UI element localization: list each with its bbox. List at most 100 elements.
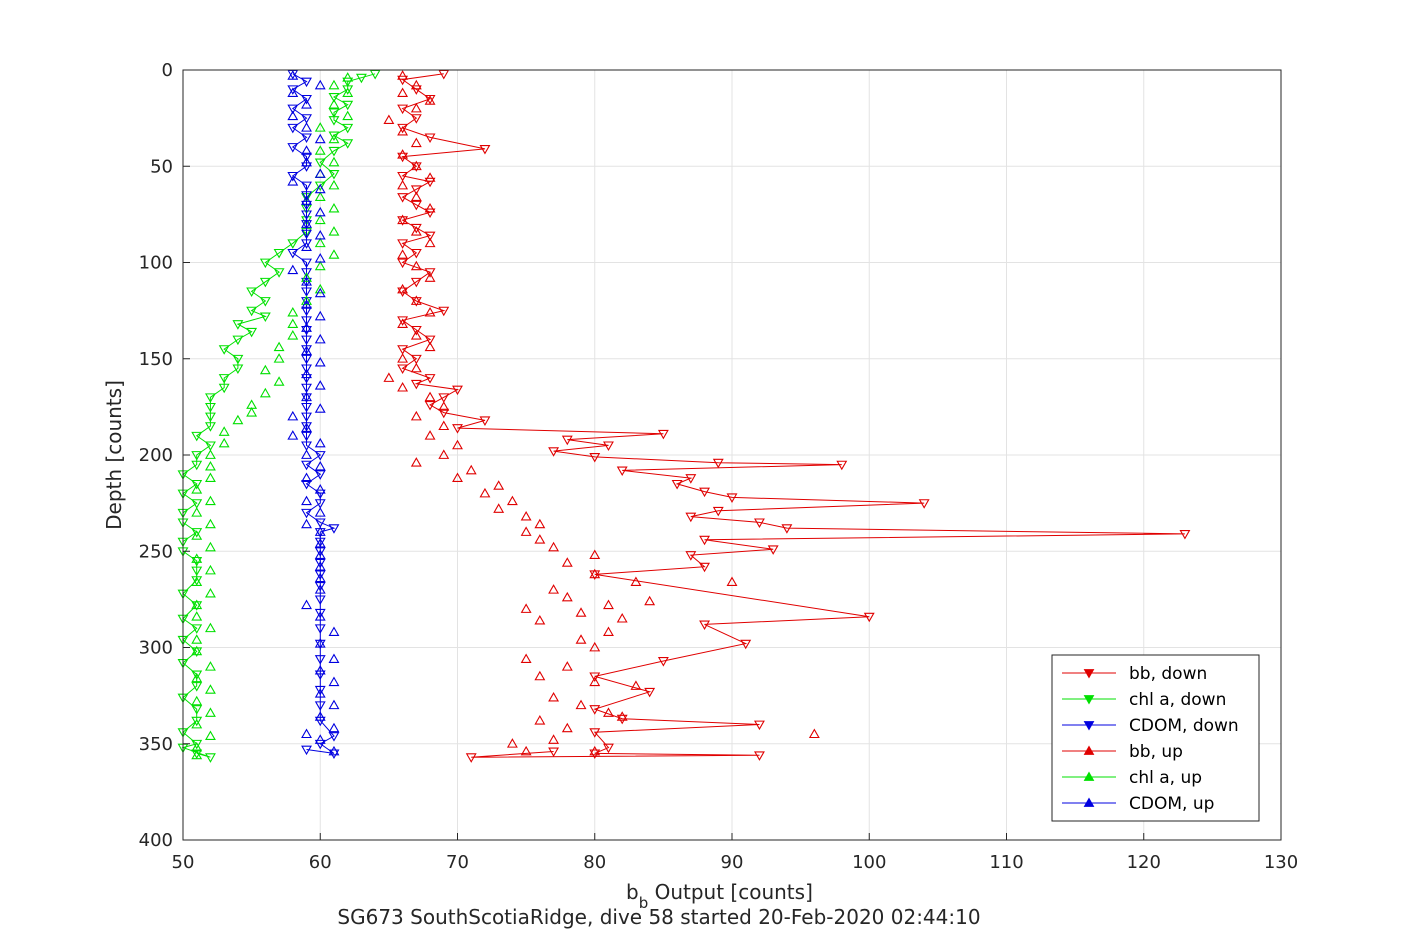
series-0-point-54 <box>918 499 930 509</box>
series-2-point-13 <box>301 191 312 201</box>
series-0-point-18 <box>410 223 422 234</box>
y-tick-label-3: 150 <box>139 349 173 370</box>
series-2-point-45 <box>314 499 326 509</box>
series-4-point-40 <box>205 518 216 529</box>
series-0-point-15 <box>410 200 422 211</box>
series-2-point-54 <box>314 581 326 592</box>
series-1-point-36 <box>205 393 216 403</box>
series-4-point-58 <box>205 730 216 740</box>
series-4-point-50 <box>191 634 203 644</box>
series-1-point-32 <box>232 354 244 365</box>
legend-marker-1 <box>1083 695 1095 705</box>
series-3 <box>383 70 820 756</box>
series-0-point-45 <box>548 447 560 457</box>
series-5-point-0 <box>287 70 299 80</box>
series-0-point-57 <box>754 518 765 528</box>
series-1-point-28 <box>232 320 244 330</box>
series-2-point-47 <box>314 518 326 528</box>
series-2-point-65 <box>314 739 326 750</box>
series-2-point-20 <box>301 258 312 269</box>
series-3-point-58 <box>520 603 532 613</box>
series-5-point-48 <box>301 599 312 610</box>
series-5-point-42 <box>314 526 326 536</box>
series-3-point-80 <box>616 711 628 721</box>
series-5-point-12 <box>301 195 312 205</box>
series-5-point-17 <box>314 253 326 263</box>
series-3-point-69 <box>630 680 642 690</box>
series-1-point-9 <box>328 131 340 142</box>
series-5-point-36 <box>314 460 326 471</box>
series-2-point-53 <box>314 570 326 580</box>
series-2-point-41 <box>301 460 312 471</box>
series-1-point-61 <box>191 647 203 657</box>
series-3-point-39 <box>452 472 463 483</box>
series-0-point-70 <box>644 687 656 698</box>
series-0-point-2 <box>410 85 422 95</box>
series-5-point-23 <box>301 322 312 332</box>
series-5-point-41 <box>301 518 312 529</box>
series-1-point-43 <box>191 460 203 471</box>
legend-marker-5 <box>1083 797 1095 807</box>
series-4-point-54 <box>205 684 216 694</box>
series-5-point-53 <box>314 664 326 675</box>
x-axis-title-rest: Output [counts] <box>648 880 813 904</box>
series-4-point-5 <box>314 122 326 132</box>
series-1-point-13 <box>328 170 340 180</box>
series-2-point-49 <box>314 528 326 538</box>
series-1-point-50 <box>191 528 203 538</box>
series-2-point-42 <box>314 470 326 480</box>
series-2-point-40 <box>314 451 326 461</box>
series-0-point-60 <box>699 535 710 546</box>
series-3-point-50 <box>561 557 573 567</box>
series-4-point-48 <box>191 611 203 621</box>
series-2-point-32 <box>301 374 312 384</box>
series-1-point-10 <box>342 139 354 149</box>
x-tick-label-0: 50 <box>172 852 195 873</box>
series-0-point-33 <box>397 364 409 374</box>
series-3-point-52 <box>630 576 642 586</box>
series-2-point-9 <box>301 152 312 163</box>
legend: bb, down chl a, down CDOM, down bb, up chl a… <box>1051 654 1260 822</box>
series-4-point-14 <box>328 226 340 236</box>
series-4-point-12 <box>328 202 340 213</box>
series-1-point-67 <box>191 716 203 727</box>
x-tick-label-3: 80 <box>583 852 606 873</box>
series-4-point-24 <box>273 341 285 352</box>
series-5-point-59 <box>314 734 326 744</box>
x-tick-label-2: 70 <box>446 852 469 873</box>
series-1-point-33 <box>232 364 244 374</box>
series-2 <box>287 69 340 759</box>
x-axis-title: bb Output [counts] <box>626 880 813 912</box>
series-2-point-15 <box>301 210 312 220</box>
series-4-point-32 <box>218 426 230 436</box>
series-2-point-12 <box>301 181 312 192</box>
y-tick-label-1: 50 <box>150 156 173 177</box>
series-1-point-30 <box>232 335 244 346</box>
series-4-point-60 <box>191 749 203 760</box>
legend-marker-2 <box>1083 721 1095 731</box>
series-3-point-38 <box>465 464 477 475</box>
x-axis-title-main: b <box>626 880 639 904</box>
series-3-point-79 <box>808 728 820 739</box>
series-2-point-36 <box>301 412 312 423</box>
series-0-point-53 <box>726 493 738 503</box>
series-2-point-48 <box>328 524 340 534</box>
series-3-point-11 <box>397 179 409 190</box>
series-5-point-33 <box>287 430 299 440</box>
series-3-point-8 <box>397 149 409 159</box>
series-4-point-31 <box>232 414 244 425</box>
series-0-point-41 <box>452 424 463 434</box>
series-5-point-2 <box>287 87 299 98</box>
y-tick-label-5: 250 <box>139 541 173 562</box>
series-3-point-24 <box>410 330 422 340</box>
series-3-point-26 <box>397 353 409 363</box>
series-2-point-11 <box>287 171 299 182</box>
series-0-point-27 <box>438 306 450 317</box>
series-2-point-26 <box>301 316 312 326</box>
series-3-point-68 <box>589 676 601 687</box>
series-2-point-8 <box>287 143 299 153</box>
series-1-point-2 <box>342 77 354 88</box>
series-3-point-48 <box>548 541 560 552</box>
series-1-point-6 <box>328 108 340 118</box>
series-0-point-79 <box>548 747 560 758</box>
